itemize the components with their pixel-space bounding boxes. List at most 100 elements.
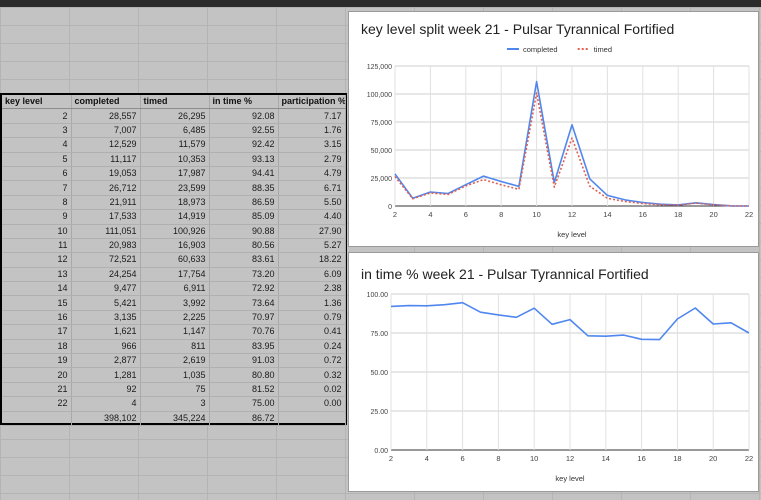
table-cell[interactable]: 0.02: [278, 382, 346, 398]
table-cell[interactable]: [278, 411, 346, 426]
table-cell[interactable]: 94.41: [209, 166, 279, 182]
chart-panel-in-time-percent[interactable]: in time % week 21 - Pulsar Tyrannical Fo…: [348, 252, 759, 492]
table-cell[interactable]: 80.56: [209, 238, 279, 254]
table-cell[interactable]: 60,633: [140, 252, 210, 268]
table-cell[interactable]: 398,102: [71, 411, 141, 426]
table-cell[interactable]: 6: [2, 166, 72, 182]
chart-panel-key-level-split[interactable]: key level split week 21 - Pulsar Tyranni…: [348, 11, 759, 247]
table-cell[interactable]: 18: [2, 339, 72, 355]
table-cell[interactable]: 91.03: [209, 353, 279, 369]
table-cell[interactable]: 10: [2, 224, 72, 239]
table-cell[interactable]: 5: [2, 152, 72, 167]
table-cell[interactable]: 73.20: [209, 267, 279, 283]
table-cell[interactable]: 0.41: [278, 324, 346, 340]
table-cell[interactable]: 93.13: [209, 152, 279, 167]
table-cell[interactable]: 345,224: [140, 411, 210, 426]
table-cell[interactable]: 73.64: [209, 295, 279, 311]
table-cell[interactable]: 26,712: [71, 180, 141, 196]
table-cell[interactable]: 4: [2, 137, 72, 153]
column-header[interactable]: key level: [2, 95, 72, 110]
table-cell[interactable]: 2,877: [71, 353, 141, 369]
table-cell[interactable]: 7,007: [71, 123, 141, 139]
table-cell[interactable]: 81.52: [209, 382, 279, 398]
table-cell[interactable]: 0.72: [278, 353, 346, 369]
table-cell[interactable]: 16,903: [140, 238, 210, 254]
table-cell[interactable]: 111,051: [71, 224, 141, 239]
table-cell[interactable]: 75.00: [209, 396, 279, 412]
table-cell[interactable]: 11,579: [140, 137, 210, 153]
table-cell[interactable]: 16: [2, 310, 72, 326]
table-cell[interactable]: 17: [2, 324, 72, 340]
table-cell[interactable]: 3: [140, 396, 210, 412]
table-cell[interactable]: 9: [2, 209, 72, 225]
table-cell[interactable]: 22: [2, 396, 72, 412]
table-cell[interactable]: 75: [140, 382, 210, 398]
column-header[interactable]: completed: [71, 95, 141, 110]
table-cell[interactable]: 14: [2, 281, 72, 297]
table-cell[interactable]: 90.88: [209, 224, 279, 239]
table-cell[interactable]: 2,225: [140, 310, 210, 326]
table-cell[interactable]: 3: [2, 123, 72, 139]
table-cell[interactable]: 1,281: [71, 367, 141, 383]
table-cell[interactable]: 2,619: [140, 353, 210, 369]
table-cell[interactable]: 2.79: [278, 152, 346, 167]
table-cell[interactable]: 21: [2, 382, 72, 398]
table-cell[interactable]: 88.35: [209, 180, 279, 196]
table-cell[interactable]: 70.76: [209, 324, 279, 340]
table-cell[interactable]: 6.09: [278, 267, 346, 283]
table-cell[interactable]: 23,599: [140, 180, 210, 196]
table-cell[interactable]: 4: [71, 396, 141, 412]
table-cell[interactable]: 6.71: [278, 180, 346, 196]
table-cell[interactable]: 3.15: [278, 137, 346, 153]
table-cell[interactable]: 14,919: [140, 209, 210, 225]
table-cell[interactable]: 72.92: [209, 281, 279, 297]
table-cell[interactable]: 83.61: [209, 252, 279, 268]
table-cell[interactable]: 26,295: [140, 108, 210, 124]
table-cell[interactable]: 92.55: [209, 123, 279, 139]
table-cell[interactable]: 4.79: [278, 166, 346, 182]
table-cell[interactable]: 6,485: [140, 123, 210, 139]
table-cell[interactable]: 3,992: [140, 295, 210, 311]
table-cell[interactable]: 80.80: [209, 367, 279, 383]
table-cell[interactable]: 92.08: [209, 108, 279, 124]
table-cell[interactable]: 8: [2, 195, 72, 211]
table-cell[interactable]: 4.40: [278, 209, 346, 225]
table-cell[interactable]: 17,533: [71, 209, 141, 225]
table-cell[interactable]: 1,621: [71, 324, 141, 340]
table-cell[interactable]: 7: [2, 180, 72, 196]
table-cell[interactable]: 18,973: [140, 195, 210, 211]
table-cell[interactable]: 2: [2, 108, 72, 124]
table-cell[interactable]: 5.27: [278, 238, 346, 254]
table-cell[interactable]: 10,353: [140, 152, 210, 167]
table-cell[interactable]: 5.50: [278, 195, 346, 211]
column-header[interactable]: timed: [140, 95, 210, 110]
table-cell[interactable]: 86.59: [209, 195, 279, 211]
table-cell[interactable]: 15: [2, 295, 72, 311]
table-cell[interactable]: 0.24: [278, 339, 346, 355]
table-cell[interactable]: 7.17: [278, 108, 346, 124]
table-cell[interactable]: 1,035: [140, 367, 210, 383]
column-header[interactable]: in time %: [209, 95, 279, 110]
table-cell[interactable]: 9,477: [71, 281, 141, 297]
table-cell[interactable]: 92: [71, 382, 141, 398]
table-cell[interactable]: 13: [2, 267, 72, 283]
table-cell[interactable]: 17,987: [140, 166, 210, 182]
table-cell[interactable]: 0.00: [278, 396, 346, 412]
table-cell[interactable]: 20: [2, 367, 72, 383]
table-cell[interactable]: 12: [2, 252, 72, 268]
table-cell[interactable]: 811: [140, 339, 210, 355]
table-cell[interactable]: 11,117: [71, 152, 141, 167]
table-cell[interactable]: 85.09: [209, 209, 279, 225]
table-cell[interactable]: 1.76: [278, 123, 346, 139]
table-cell[interactable]: 18.22: [278, 252, 346, 268]
table-cell[interactable]: 24,254: [71, 267, 141, 283]
table-cell[interactable]: 20,983: [71, 238, 141, 254]
table-cell[interactable]: 19,053: [71, 166, 141, 182]
table-cell[interactable]: 1.36: [278, 295, 346, 311]
table-cell[interactable]: 12,529: [71, 137, 141, 153]
table-cell[interactable]: 0.32: [278, 367, 346, 383]
table-cell[interactable]: 0.79: [278, 310, 346, 326]
table-cell[interactable]: 83.95: [209, 339, 279, 355]
table-cell[interactable]: 21,911: [71, 195, 141, 211]
table-cell[interactable]: 70.97: [209, 310, 279, 326]
